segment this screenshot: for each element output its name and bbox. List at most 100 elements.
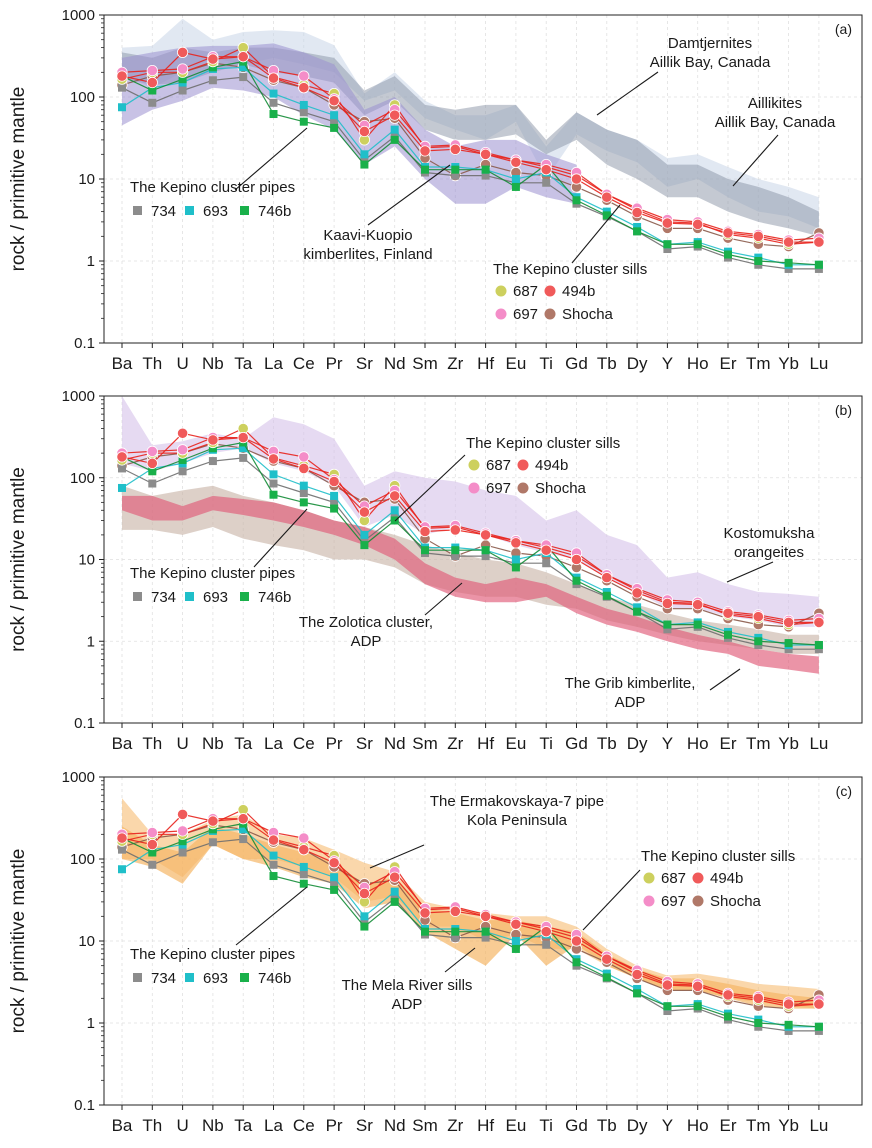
data-point-746b [178, 837, 187, 846]
data-point-746b [299, 879, 308, 888]
data-point-734 [118, 83, 126, 92]
data-point-734 [118, 464, 126, 473]
data-point-494b [813, 998, 825, 1010]
legend-leader [253, 508, 308, 568]
x-tick-label: Zr [447, 1116, 463, 1135]
data-point-734 [784, 264, 793, 273]
x-tick-label: Ce [293, 354, 315, 373]
legend-marker-693 [185, 206, 194, 215]
data-point-693 [390, 887, 399, 896]
data-point-697 [146, 826, 158, 839]
annotation-leader [709, 668, 741, 691]
legend-marker-494b [544, 285, 556, 297]
data-point-693 [633, 603, 642, 612]
data-point-693 [360, 530, 369, 539]
data-point-693 [269, 851, 278, 860]
data-point-494b [570, 173, 583, 185]
data-point-746b [390, 516, 399, 525]
series-line-746b [121, 822, 819, 1028]
data-point-494b [661, 979, 674, 991]
x-tick-label: Y [662, 734, 673, 753]
data-point-693 [633, 222, 642, 231]
legend-label: 734 [151, 589, 176, 606]
legend-marker-697 [468, 482, 480, 494]
data-point-746b [148, 86, 157, 95]
data-point-697 [298, 832, 310, 844]
data-point-494b [782, 998, 795, 1010]
data-point-734 [542, 559, 551, 568]
data-point-494b [752, 992, 764, 1004]
data-point-746b [693, 620, 702, 629]
y-tick-label: 0.1 [74, 335, 95, 352]
envelope-1 [122, 396, 819, 627]
data-point-693 [511, 555, 520, 564]
data-point-693 [360, 150, 369, 159]
legend-marker-494b [517, 459, 529, 471]
legend-label: 494b [710, 870, 743, 887]
x-tick-label: Ba [112, 1116, 133, 1135]
data-point-734 [451, 171, 460, 180]
data-point-494b [358, 125, 370, 138]
data-point-494b [328, 95, 340, 107]
data-point-494b [116, 832, 128, 844]
legend-marker-687 [468, 459, 480, 471]
data-point-494b [116, 70, 128, 82]
annotation-label: ADP [351, 633, 382, 650]
series-line-734 [121, 76, 819, 270]
data-point-494b [146, 838, 158, 851]
data-point-746b [269, 110, 278, 119]
data-point-494b [177, 427, 189, 439]
data-point-746b [390, 135, 399, 144]
y-tick-label: 10 [78, 933, 95, 950]
legend-title: The Kepino cluster sills [641, 848, 795, 865]
series-line-746b [121, 441, 819, 646]
legend-marker-746b [240, 206, 249, 215]
panel-1: 0.1 1 10 100 1000 Ba Th U Nb Ta La Ce Pr Sr Nd Sm Zr Hf Eu… [8, 7, 863, 373]
legend-label: 734 [151, 203, 176, 220]
y-tick-label: 1 [87, 1015, 95, 1032]
data-point-734 [178, 467, 187, 476]
x-tick-label: Sr [356, 734, 373, 753]
x-tick-label: Ta [234, 354, 253, 373]
data-point-693 [330, 491, 339, 500]
series-line-693 [121, 447, 819, 646]
legend-label: Shocha [535, 480, 587, 497]
x-tick-label: Th [142, 1116, 162, 1135]
x-tick-label: Sm [412, 354, 438, 373]
data-point-494b [237, 813, 249, 825]
x-tick-label: Sr [356, 1116, 373, 1135]
y-tick-label: 1000 [62, 388, 95, 405]
data-point-494b [116, 451, 128, 463]
x-tick-label: Y [662, 354, 673, 373]
data-point-746b [178, 75, 187, 84]
panel-label: (b) [835, 402, 852, 418]
legend-label: 746b [258, 203, 291, 220]
data-point-697 [177, 63, 189, 75]
data-point-693 [330, 111, 339, 120]
data-point-494b [692, 599, 704, 611]
data-point-734 [178, 86, 187, 95]
data-point-697 [146, 64, 158, 77]
legend-title: The Kepino cluster sills [493, 261, 647, 278]
data-point-494b [389, 490, 401, 502]
data-point-494b [692, 218, 704, 230]
legend-marker-687 [643, 872, 655, 884]
legend-label: 697 [486, 480, 511, 497]
data-point-734 [330, 879, 339, 888]
data-point-494b [177, 46, 189, 58]
x-tick-label: Eu [506, 734, 527, 753]
x-tick-label: Ho [687, 1116, 709, 1135]
x-tick-label: Tb [597, 734, 617, 753]
annotation-label: The Ermakovskaya-7 pipe [430, 793, 604, 810]
x-tick-label: Tb [597, 1116, 617, 1135]
data-point-494b [722, 607, 734, 619]
data-point-746b [724, 630, 732, 639]
data-point-734 [239, 835, 248, 844]
y-tick-label: 1000 [62, 7, 95, 24]
data-point-746b [451, 927, 460, 936]
annotation-leader [732, 134, 779, 187]
data-point-693 [299, 862, 308, 871]
data-point-494b [298, 844, 310, 856]
legend-marker-687 [495, 285, 507, 297]
data-point-494b [237, 51, 249, 63]
